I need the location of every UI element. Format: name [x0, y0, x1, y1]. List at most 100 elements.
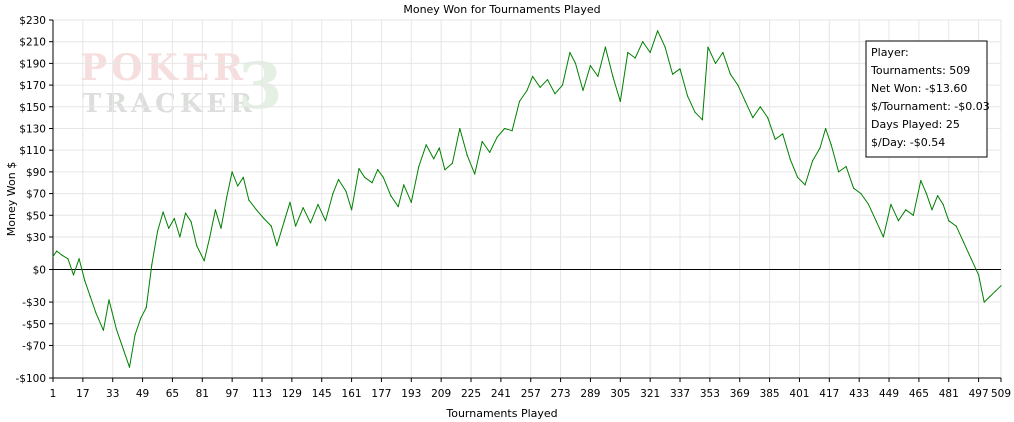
- data-point: [860, 193, 862, 195]
- x-tick-label: 193: [401, 388, 421, 400]
- data-point: [582, 89, 584, 92]
- x-tick-label: 1: [50, 388, 57, 400]
- x-tick-label: 49: [136, 388, 149, 400]
- data-point: [701, 119, 704, 121]
- data-point: [61, 254, 63, 256]
- data-point: [168, 227, 170, 229]
- data-point: [78, 258, 80, 260]
- x-tick-labels: 1 17 33 49 65 81 97 113 129 145 161 177 193 209 225 241…: [50, 388, 1011, 400]
- y-tick-label: $170: [19, 80, 46, 92]
- data-point: [433, 158, 435, 160]
- x-tick-label: 401: [789, 388, 809, 400]
- data-point: [912, 214, 914, 216]
- data-point: [867, 203, 870, 205]
- x-tick-label: 273: [551, 388, 571, 400]
- data-point: [737, 84, 739, 86]
- data-point: [410, 201, 412, 203]
- data-point: [418, 165, 420, 168]
- x-tick-label: 509: [991, 388, 1011, 400]
- stats-tournaments: Tournaments: 509: [870, 64, 970, 77]
- data-point: [518, 100, 521, 102]
- data-point: [345, 190, 347, 192]
- axes: [49, 19, 1002, 382]
- data-point: [397, 206, 399, 208]
- x-tick-label: 257: [521, 388, 541, 400]
- data-point: [838, 171, 840, 173]
- data-point: [302, 207, 304, 209]
- y-tick-label: $130: [19, 123, 46, 135]
- x-tick-label: 145: [312, 388, 332, 400]
- data-point: [811, 160, 814, 162]
- y-tick-label: $0: [33, 265, 46, 277]
- data-point: [459, 127, 461, 130]
- data-point: [140, 317, 142, 319]
- data-point: [983, 301, 985, 303]
- x-tick-label: 81: [196, 388, 209, 400]
- data-point: [289, 201, 291, 203]
- data-point: [451, 162, 453, 164]
- x-tick-label: 497: [969, 388, 989, 400]
- data-point: [789, 158, 791, 160]
- series-layer: [52, 30, 1002, 368]
- y-tick-labels: $230 $210 $190 $170 $150 $130 $110 $90 $70 $50 $30…: [15, 15, 46, 385]
- data-point: [248, 199, 250, 201]
- data-point: [102, 329, 104, 331]
- data-point: [774, 138, 776, 140]
- data-point: [203, 260, 205, 262]
- data-point: [679, 68, 681, 70]
- data-point: [707, 46, 709, 48]
- stats-per-tournament: $/Tournament: -$0.03: [871, 100, 990, 113]
- data-point: [657, 30, 659, 32]
- x-tick-label: 337: [670, 388, 690, 400]
- data-point: [134, 334, 136, 336]
- chart-title: Money Won for Tournaments Played: [403, 3, 600, 16]
- x-tick-label: 113: [252, 388, 272, 400]
- data-point: [371, 182, 373, 184]
- y-tick-label: $230: [19, 15, 46, 27]
- data-point: [955, 225, 957, 227]
- data-point: [782, 133, 784, 135]
- x-tick-label: 449: [879, 388, 899, 400]
- data-point: [744, 100, 746, 102]
- data-point: [89, 296, 91, 298]
- y-tick-label: $210: [19, 37, 46, 49]
- data-point: [561, 84, 564, 86]
- data-point: [179, 236, 181, 238]
- data-point: [276, 245, 278, 247]
- data-point: [196, 245, 198, 247]
- data-point: [72, 274, 75, 276]
- data-point: [664, 46, 666, 48]
- data-point: [283, 220, 285, 222]
- x-tick-label: 65: [166, 388, 179, 400]
- player-stats-box: Player: Tournaments: 509 Net Won: -$13.6…: [865, 40, 990, 158]
- y-tick-label: $190: [19, 58, 46, 70]
- data-point: [190, 221, 192, 223]
- data-point: [804, 184, 806, 186]
- x-tick-label: 17: [76, 388, 89, 400]
- data-point: [539, 86, 541, 88]
- data-point: [209, 236, 211, 238]
- x-tick-label: 321: [640, 388, 660, 400]
- data-point: [897, 220, 900, 222]
- data-point: [994, 290, 997, 292]
- data-point: [496, 136, 498, 138]
- y-axis-title: Money Won $: [5, 162, 18, 236]
- data-point: [377, 169, 379, 171]
- data-point: [825, 127, 827, 130]
- data-point: [358, 168, 360, 170]
- data-point: [729, 73, 732, 75]
- data-point: [649, 51, 651, 54]
- data-point: [619, 100, 621, 102]
- stats-heading: Player:: [871, 46, 909, 59]
- poker-tracker-watermark: POKER TRACKER 3: [80, 47, 283, 124]
- y-tick-label: $150: [19, 102, 46, 114]
- data-point: [242, 176, 244, 178]
- data-point: [963, 241, 965, 243]
- grid-lines: [52, 19, 1002, 379]
- data-point: [270, 225, 272, 227]
- data-point: [722, 51, 724, 54]
- data-point: [970, 258, 972, 260]
- data-point: [759, 106, 761, 108]
- data-point: [978, 274, 980, 276]
- data-point: [686, 95, 689, 97]
